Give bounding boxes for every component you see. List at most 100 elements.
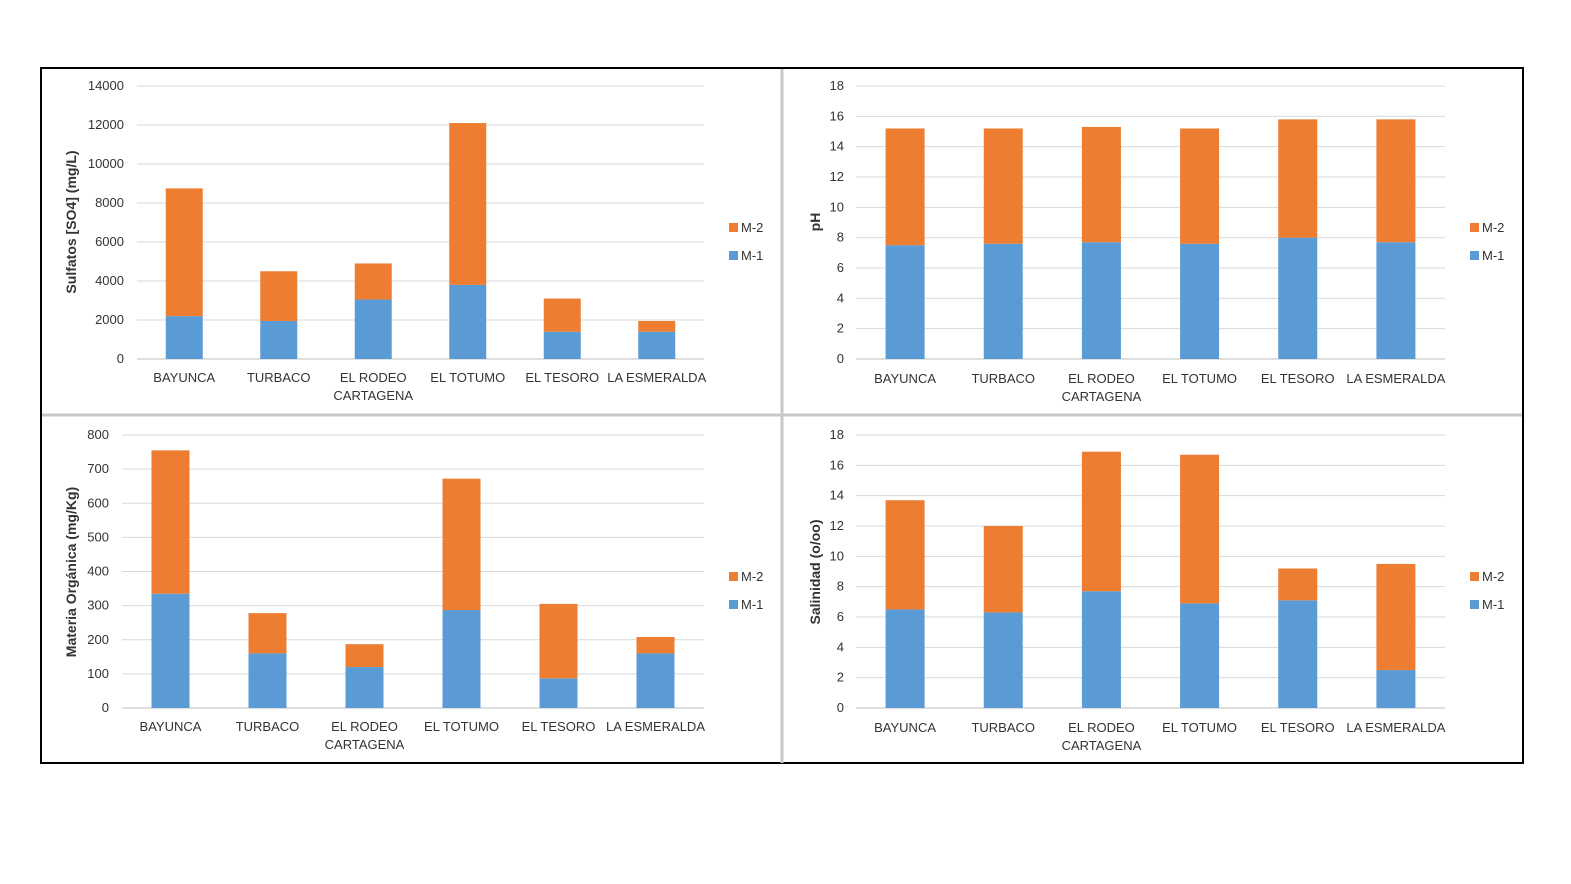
bar-m-1 — [885, 245, 925, 359]
legend-label: M-2 — [1482, 220, 1504, 235]
bar-m-2 — [1180, 128, 1220, 244]
y-axis-label: Salinidad (o/oo) — [807, 520, 823, 625]
y-tick-label: 2 — [837, 321, 844, 336]
x-category-label: EL TOTUMO — [430, 370, 505, 385]
legend-label: M-2 — [1482, 569, 1504, 584]
bar-m-2 — [638, 320, 676, 332]
legend-label: M-1 — [741, 597, 763, 612]
x-category-label: EL TOTUMO — [424, 719, 499, 734]
y-tick-label: 2000 — [95, 312, 124, 327]
x-category-label: CARTAGENA — [1062, 389, 1142, 404]
chart-panel-3: 0 100 200 300 400 500 600 700 800 Materia Orgánic… — [63, 427, 763, 752]
bar-m-2 — [1081, 451, 1121, 592]
bar-m-2 — [1376, 119, 1416, 243]
bar-m-2 — [248, 613, 287, 654]
y-tick-label: 16 — [830, 457, 844, 472]
y-tick-label: 12 — [830, 518, 844, 533]
y-tick-label: 0 — [117, 351, 124, 366]
y-tick-label: 700 — [87, 461, 109, 476]
bar-m-2 — [983, 128, 1023, 244]
y-tick-label: 6000 — [95, 234, 124, 249]
y-tick-label: 10 — [830, 548, 844, 563]
x-category-label: LA ESMERALDA — [1346, 371, 1445, 386]
y-tick-label: 400 — [87, 564, 109, 579]
bar-m-2 — [543, 298, 581, 332]
y-axis-label: pH — [807, 213, 823, 232]
legend-label: M-1 — [1482, 248, 1504, 263]
bar-m-1 — [885, 609, 925, 708]
bar-m-1 — [165, 316, 203, 359]
legend-label: M-2 — [741, 569, 763, 584]
bar-m-2 — [151, 450, 190, 594]
legend-swatch-m-1 — [1470, 600, 1479, 609]
y-tick-label: 8000 — [95, 195, 124, 210]
y-tick-label: 12 — [830, 169, 844, 184]
chart-panel-2: 0 2 4 6 8 10 12 14 16 18 pH BAYUNCA TURBACO EL RODEO C… — [807, 78, 1504, 404]
y-tick-label: 6 — [837, 609, 844, 624]
bar-m-2 — [1278, 568, 1318, 601]
bar-m-1 — [345, 667, 384, 708]
x-category-label: CARTAGENA — [333, 388, 413, 403]
bar-m-2 — [442, 478, 481, 611]
y-tick-label: 14 — [830, 139, 844, 154]
x-category-label: BAYUNCA — [874, 371, 936, 386]
y-tick-label: 12000 — [88, 117, 124, 132]
bar-m-1 — [1278, 600, 1318, 708]
bar-m-2 — [260, 271, 298, 321]
x-category-label: CARTAGENA — [1062, 738, 1142, 753]
y-tick-label: 8 — [837, 230, 844, 245]
bar-m-1 — [1081, 242, 1121, 359]
y-tick-label: 600 — [87, 495, 109, 510]
y-tick-label: 200 — [87, 632, 109, 647]
y-tick-label: 100 — [87, 666, 109, 681]
bar-m-2 — [449, 123, 487, 285]
y-tick-label: 18 — [830, 427, 844, 442]
legend-swatch-m-1 — [729, 251, 738, 260]
bar-m-2 — [1180, 454, 1220, 604]
bar-m-2 — [345, 644, 384, 668]
y-tick-label: 14000 — [88, 78, 124, 93]
y-tick-label: 0 — [837, 700, 844, 715]
bar-m-2 — [1278, 119, 1318, 238]
bar-m-1 — [354, 299, 392, 359]
y-tick-label: 4 — [837, 639, 844, 654]
x-category-label: BAYUNCA — [153, 370, 215, 385]
chart-panel-4: 0 2 4 6 8 10 12 14 16 18 Salinidad (o/oo) BAYUNCA TU… — [807, 427, 1504, 753]
bar-m-2 — [1376, 563, 1416, 671]
legend-swatch-m-2 — [729, 223, 738, 232]
bar-m-1 — [539, 678, 578, 708]
bar-m-1 — [1376, 242, 1416, 359]
bar-m-1 — [983, 243, 1023, 359]
bar-m-1 — [983, 612, 1023, 708]
x-category-label: LA ESMERALDA — [1346, 720, 1445, 735]
x-category-label: EL TESORO — [1261, 720, 1335, 735]
bar-m-1 — [442, 610, 481, 708]
x-category-label: LA ESMERALDA — [606, 719, 705, 734]
x-category-label: TURBACO — [971, 371, 1035, 386]
bar-m-2 — [983, 526, 1023, 613]
y-axis-label: Sulfatos [SO4] (mg/L) — [63, 150, 79, 293]
bar-m-2 — [539, 603, 578, 679]
y-tick-label: 0 — [102, 700, 109, 715]
legend-swatch-m-2 — [1470, 572, 1479, 581]
x-category-label: TURBACO — [971, 720, 1035, 735]
x-category-label: EL RODEO — [331, 719, 398, 734]
x-category-label: EL TESORO — [522, 719, 596, 734]
y-tick-label: 6 — [837, 260, 844, 275]
x-category-label: LA ESMERALDA — [607, 370, 706, 385]
y-tick-label: 10000 — [88, 156, 124, 171]
legend-swatch-m-2 — [1470, 223, 1479, 232]
legend-label: M-2 — [741, 220, 763, 235]
x-category-label: EL RODEO — [1068, 371, 1135, 386]
bar-m-1 — [1180, 603, 1220, 708]
y-tick-label: 800 — [87, 427, 109, 442]
x-category-label: EL TESORO — [1261, 371, 1335, 386]
y-axis-label: Materia Orgánica (mg/Kg) — [63, 487, 79, 657]
x-category-label: CARTAGENA — [325, 737, 405, 752]
bar-m-1 — [636, 653, 675, 708]
y-tick-label: 0 — [837, 351, 844, 366]
bar-m-2 — [165, 188, 203, 317]
legend-swatch-m-1 — [1470, 251, 1479, 260]
chart-panel-1: 0 2000 4000 6000 8000 10000 12000 14000 Sulfatos… — [63, 78, 763, 403]
